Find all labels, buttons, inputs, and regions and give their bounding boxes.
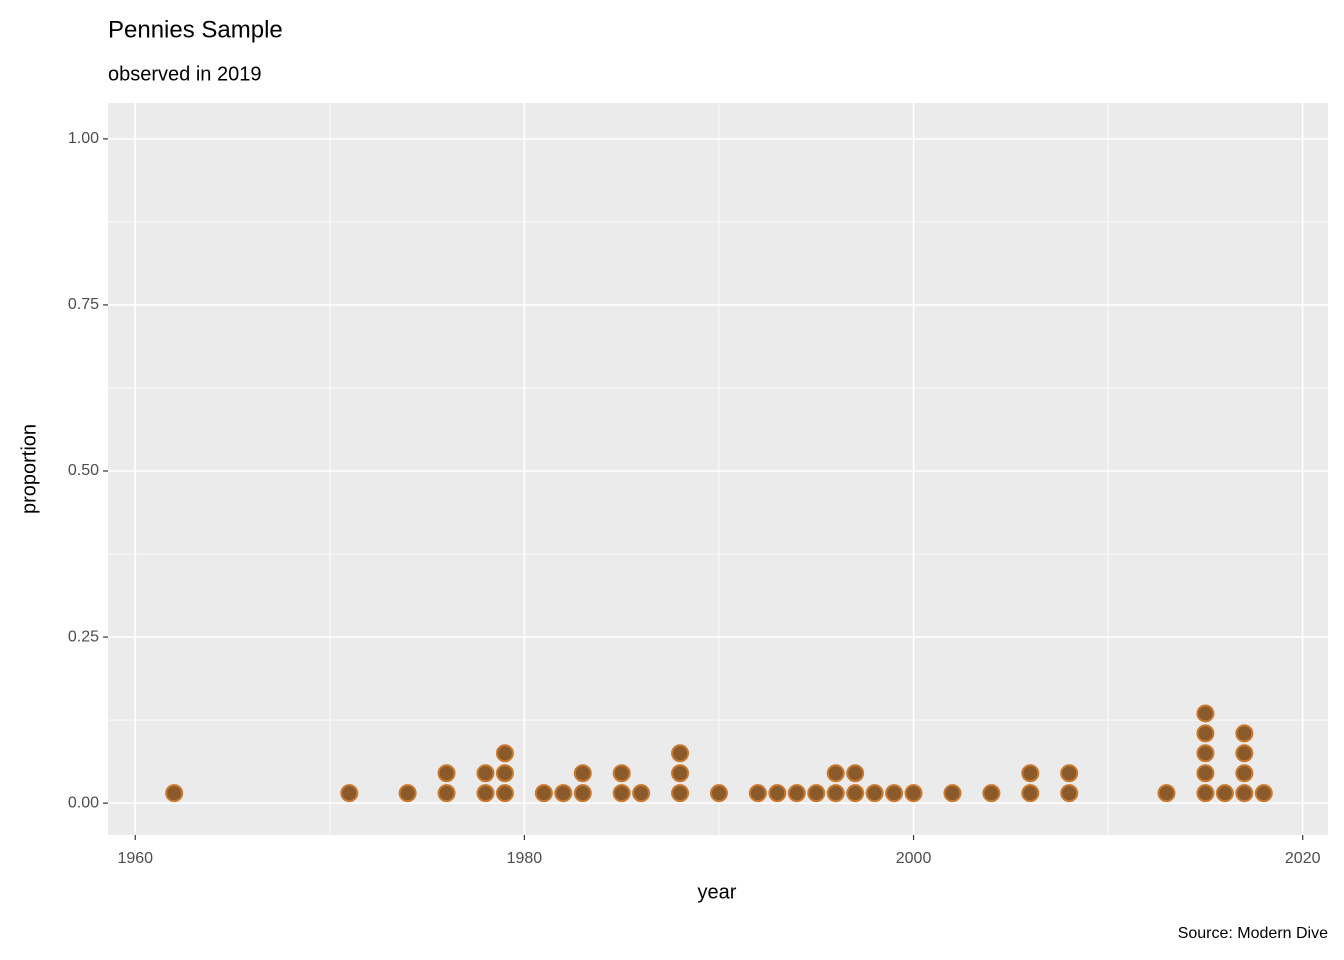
dot bbox=[437, 764, 456, 783]
dot bbox=[632, 784, 651, 803]
y-axis-title: proportion bbox=[18, 424, 40, 514]
x-tick-label: 2020 bbox=[1285, 850, 1321, 867]
dot bbox=[826, 784, 845, 803]
dot bbox=[846, 784, 865, 803]
dot bbox=[573, 784, 592, 803]
dot bbox=[943, 784, 962, 803]
dot bbox=[671, 764, 690, 783]
dot bbox=[1235, 724, 1254, 743]
y-tick-label: 0.25 bbox=[68, 628, 99, 645]
dot bbox=[1235, 744, 1254, 763]
dot bbox=[748, 784, 767, 803]
y-tick-label: 0.00 bbox=[68, 794, 99, 811]
dot bbox=[846, 764, 865, 783]
dot bbox=[165, 784, 184, 803]
dot bbox=[534, 784, 553, 803]
dot bbox=[904, 784, 923, 803]
dot bbox=[885, 784, 904, 803]
dot bbox=[495, 744, 514, 763]
dot bbox=[1021, 764, 1040, 783]
dot bbox=[495, 764, 514, 783]
y-tick-label: 0.50 bbox=[68, 462, 99, 479]
dot bbox=[787, 784, 806, 803]
dot bbox=[1254, 784, 1273, 803]
dot bbox=[1196, 764, 1215, 783]
dot bbox=[1196, 744, 1215, 763]
dot bbox=[865, 784, 884, 803]
dot bbox=[476, 784, 495, 803]
caption: Source: Modern Dive bbox=[1178, 925, 1328, 942]
x-tick-label: 1960 bbox=[117, 850, 153, 867]
dot bbox=[1196, 724, 1215, 743]
dot bbox=[709, 784, 728, 803]
dot bbox=[671, 744, 690, 763]
dot bbox=[768, 784, 787, 803]
dot bbox=[573, 764, 592, 783]
dot bbox=[982, 784, 1001, 803]
chart-subtitle: observed in 2019 bbox=[108, 63, 261, 85]
dot bbox=[1235, 764, 1254, 783]
dot bbox=[671, 784, 690, 803]
dot bbox=[437, 784, 456, 803]
dot bbox=[1215, 784, 1234, 803]
dot bbox=[1235, 784, 1254, 803]
dot bbox=[554, 784, 573, 803]
dot bbox=[340, 784, 359, 803]
dot bbox=[495, 784, 514, 803]
dot bbox=[826, 764, 845, 783]
dot bbox=[612, 784, 631, 803]
x-tick-label: 2000 bbox=[896, 850, 932, 867]
dot bbox=[1157, 784, 1176, 803]
dot bbox=[1060, 784, 1079, 803]
plot-panel bbox=[108, 103, 1328, 835]
dot bbox=[1021, 784, 1040, 803]
y-tick-label: 0.75 bbox=[68, 296, 99, 313]
chart-title: Pennies Sample bbox=[108, 16, 283, 43]
x-tick-label: 1980 bbox=[507, 850, 543, 867]
dot bbox=[1060, 764, 1079, 783]
dot bbox=[807, 784, 826, 803]
dot bbox=[1196, 784, 1215, 803]
dot bbox=[612, 764, 631, 783]
dot bbox=[398, 784, 417, 803]
dot bbox=[476, 764, 495, 783]
y-tick-label: 1.00 bbox=[68, 130, 99, 147]
dot bbox=[1196, 704, 1215, 723]
x-axis-title: year bbox=[698, 881, 737, 903]
